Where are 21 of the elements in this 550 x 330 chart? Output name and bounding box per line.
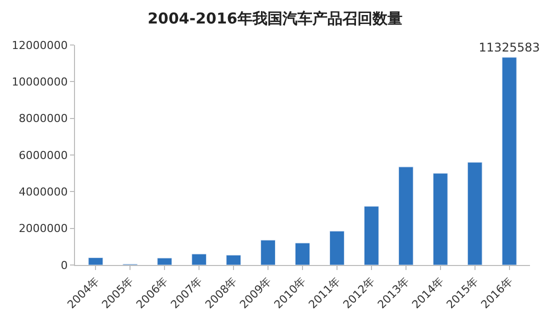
bar <box>192 254 207 265</box>
data-label: 11325583 <box>478 40 540 54</box>
y-tick-label: 10000000 <box>12 76 68 89</box>
bar <box>398 166 414 265</box>
y-tick-label: 2000000 <box>18 222 68 236</box>
y-tick-label: 4000000 <box>18 186 68 199</box>
bar <box>329 230 344 265</box>
bar <box>157 258 172 265</box>
bar <box>467 162 482 265</box>
bar <box>295 242 310 265</box>
bar <box>432 173 448 265</box>
y-tick-label: 12000000 <box>12 38 68 52</box>
bar <box>364 206 379 265</box>
y-tick-label: 8000000 <box>18 112 68 126</box>
bar <box>88 257 104 265</box>
bar <box>502 57 517 265</box>
y-tick-label: 0 <box>60 258 68 272</box>
y-tick-label: 6000000 <box>18 148 68 162</box>
chart-title: 2004-2016年我国汽车产品召回数量 <box>148 10 402 28</box>
bar <box>260 240 276 265</box>
bar <box>226 254 242 265</box>
